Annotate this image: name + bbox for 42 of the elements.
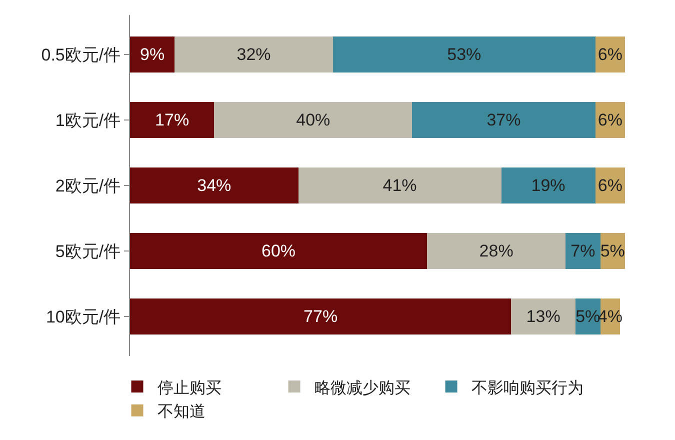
bar	[130, 36, 175, 72]
data-label: 77%	[304, 307, 338, 326]
data-label: 28%	[479, 242, 514, 261]
data-label: 34%	[197, 176, 232, 195]
data-label: 5%	[600, 242, 625, 261]
bar	[174, 36, 333, 72]
data-label: 37%	[486, 110, 521, 130]
y-tick-label: 0.5欧元/件	[41, 45, 121, 64]
y-tick-label: 2欧元/件	[55, 176, 121, 196]
data-label: 60%	[261, 242, 296, 261]
data-label: 32%	[236, 44, 271, 64]
bar	[566, 233, 600, 270]
legend-label: 略微减少购买	[314, 378, 410, 397]
data-label: 5%	[576, 307, 600, 326]
data-label: 53%	[447, 44, 482, 64]
bar	[130, 167, 298, 204]
data-label: 13%	[526, 307, 560, 326]
bar	[130, 102, 214, 138]
y-tick-label: 5欧元/件	[55, 242, 121, 262]
bar	[427, 233, 566, 270]
data-label: 6%	[598, 110, 622, 130]
bar	[332, 36, 596, 72]
legend-label: 不影响购买行为	[471, 378, 584, 397]
bar	[130, 298, 512, 335]
bar	[511, 298, 576, 335]
data-label: 6%	[598, 44, 622, 64]
data-label: 7%	[570, 242, 596, 261]
bar	[412, 102, 596, 138]
bar	[214, 102, 412, 138]
legend-label: 停止购买	[157, 378, 222, 397]
bar	[298, 167, 502, 204]
y-tick-label: 10欧元/件	[46, 308, 121, 327]
data-label: 41%	[382, 176, 417, 195]
data-label: 6%	[598, 176, 622, 195]
data-label: 9%	[140, 44, 165, 64]
data-label: 17%	[155, 110, 190, 130]
bar	[130, 233, 427, 270]
data-label: 40%	[296, 110, 330, 130]
bar	[501, 167, 596, 204]
data-label: 19%	[531, 176, 566, 195]
y-tick-label: 1欧元/件	[55, 110, 121, 130]
legend-label: 不知道	[157, 404, 206, 421]
